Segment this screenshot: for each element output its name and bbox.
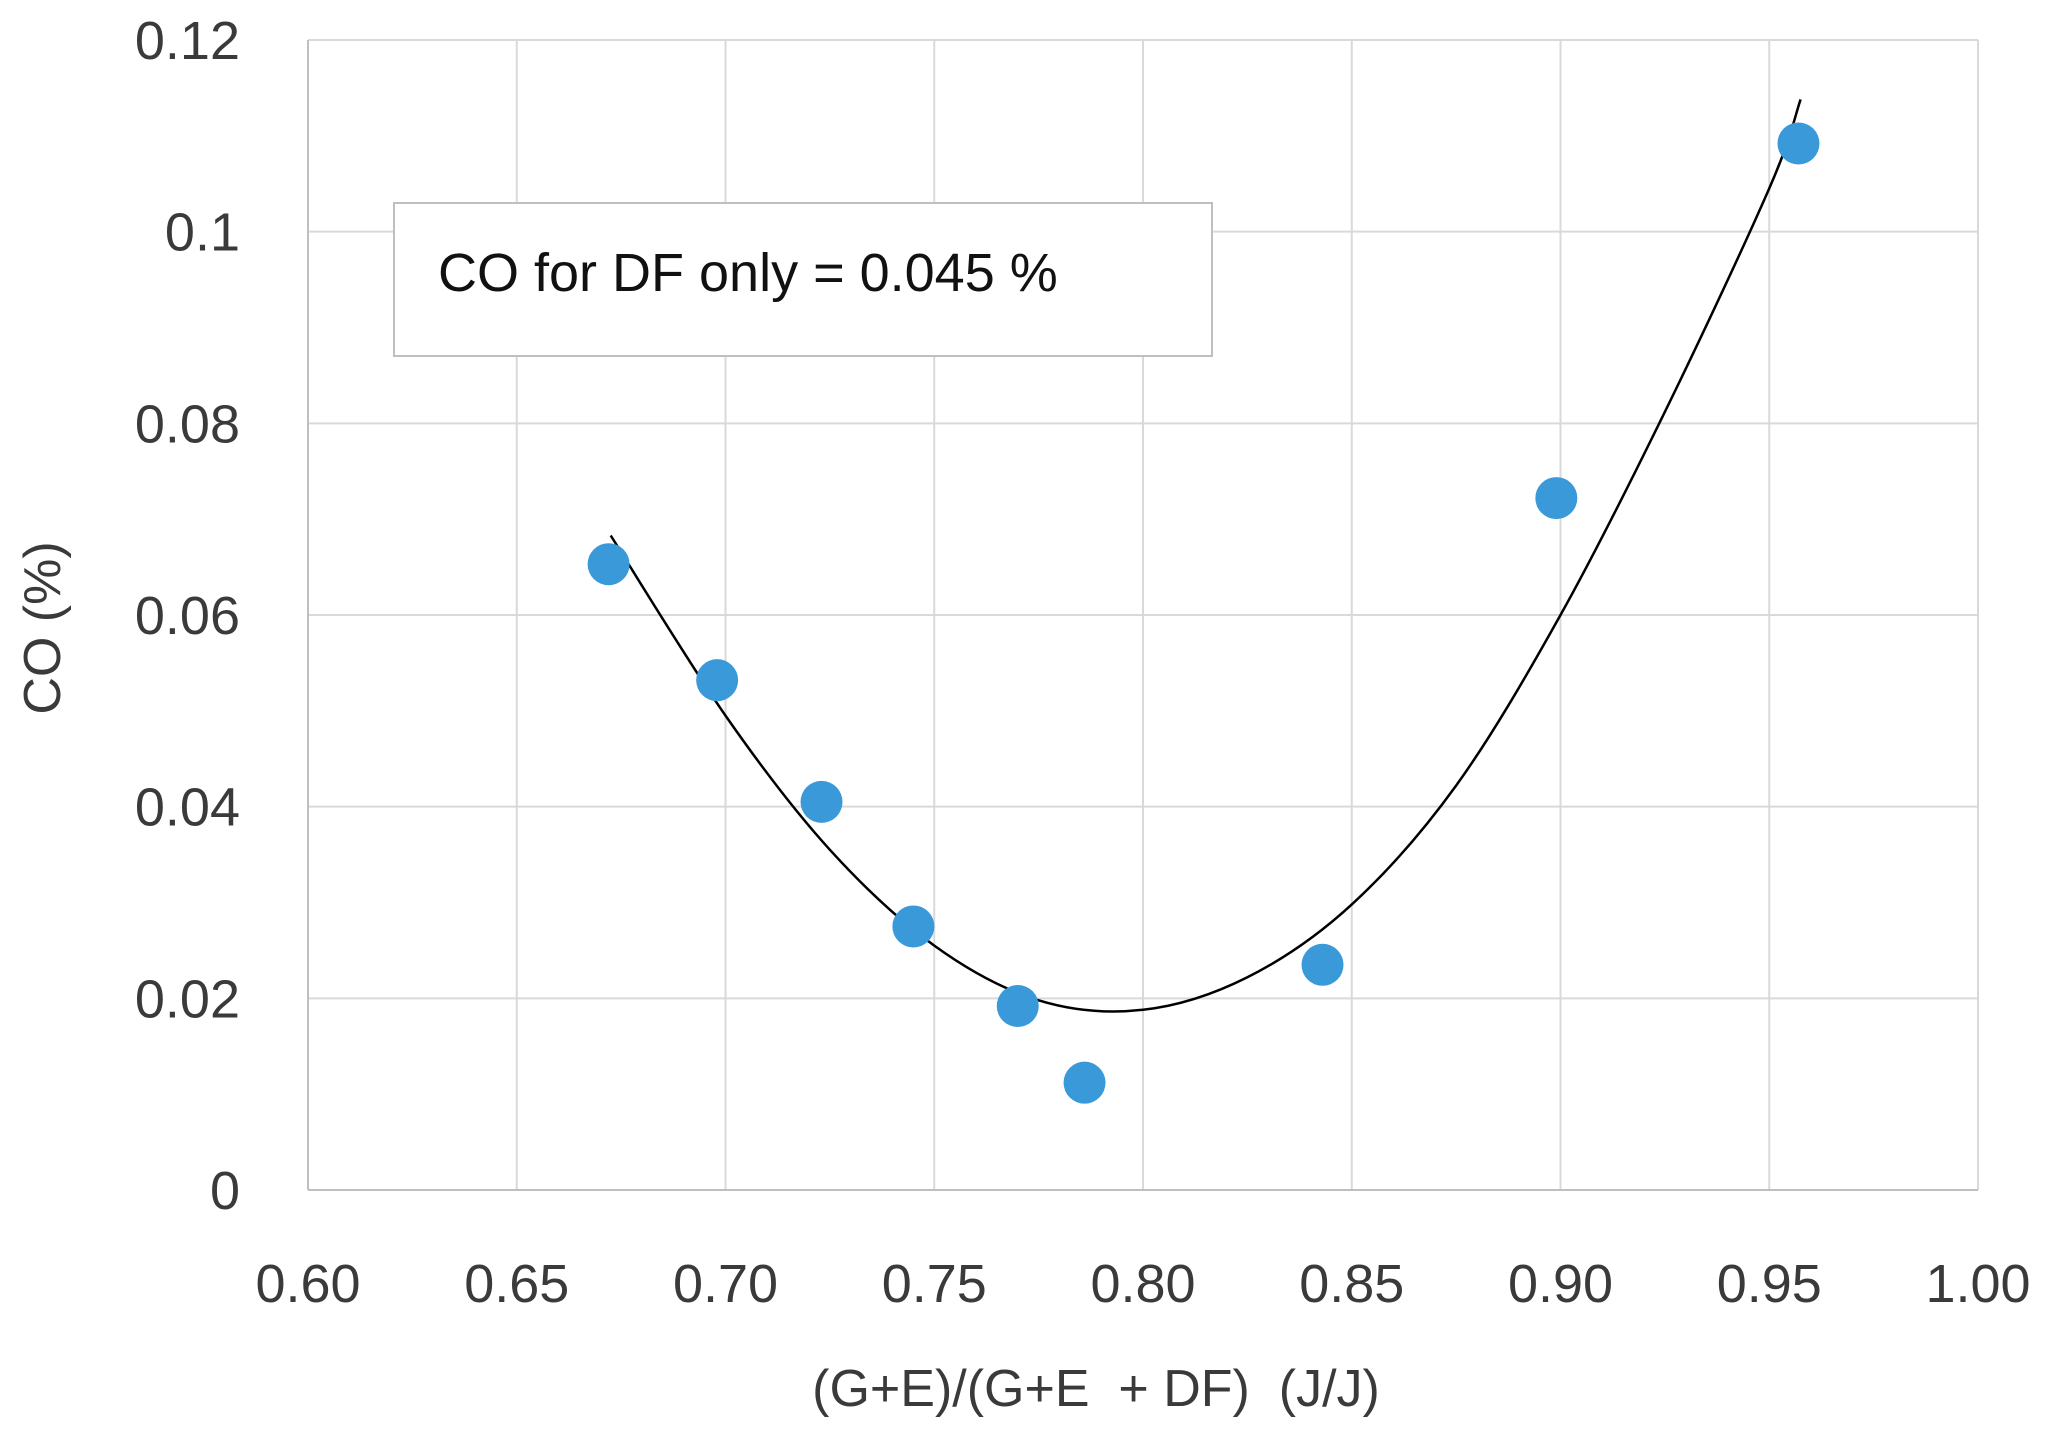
y-tick-label: 0.02	[135, 969, 240, 1029]
data-point	[1301, 943, 1344, 986]
data-point	[696, 659, 739, 702]
data-point	[1063, 1061, 1106, 1104]
annotation-text: CO for DF only = 0.045 %	[438, 243, 1058, 303]
annotation-frame	[393, 202, 1213, 357]
y-tick-label: 0.06	[135, 586, 240, 646]
data-point	[1777, 122, 1820, 165]
data-point	[587, 543, 630, 586]
y-tick-label: 0	[210, 1161, 240, 1221]
x-tick-label: 0.75	[882, 1254, 987, 1314]
annotation-box: CO for DF only = 0.045 %	[393, 202, 1213, 357]
y-tick-label: 0.12	[135, 11, 240, 71]
x-tick-label: 0.90	[1508, 1254, 1613, 1314]
x-tick-label: 0.70	[673, 1254, 778, 1314]
x-tick-label: 0.95	[1717, 1254, 1822, 1314]
y-tick-label: 0.04	[135, 778, 240, 838]
trendline	[609, 98, 1802, 1013]
data-points	[587, 122, 1820, 1104]
data-point	[800, 780, 843, 823]
data-point	[996, 985, 1039, 1027]
y-tick-label: 0.08	[135, 394, 240, 454]
x-axis-title: (G+E)/(G+E + DF) (J/J)	[812, 1360, 1380, 1418]
trendline-curve	[609, 98, 1802, 1013]
x-tick-label: 0.60	[255, 1254, 360, 1314]
x-tick-label: 0.80	[1090, 1254, 1195, 1314]
y-tick-label: 0.1	[165, 203, 240, 263]
y-tick-labels: 0 0.02 0.04 0.06 0.08 0.1 0.12	[135, 11, 240, 1221]
data-point	[892, 905, 935, 948]
y-axis-title: CO (%)	[14, 541, 72, 714]
x-tick-label: 0.65	[464, 1254, 569, 1314]
x-tick-label: 0.85	[1299, 1254, 1404, 1314]
x-tick-labels: 0.60 0.65 0.70 0.75 0.80 0.85 0.90 0.95 1.00	[255, 1254, 2030, 1314]
x-tick-label: 1.00	[1925, 1254, 2030, 1314]
data-point	[1535, 477, 1578, 520]
axes	[307, 40, 1978, 1191]
